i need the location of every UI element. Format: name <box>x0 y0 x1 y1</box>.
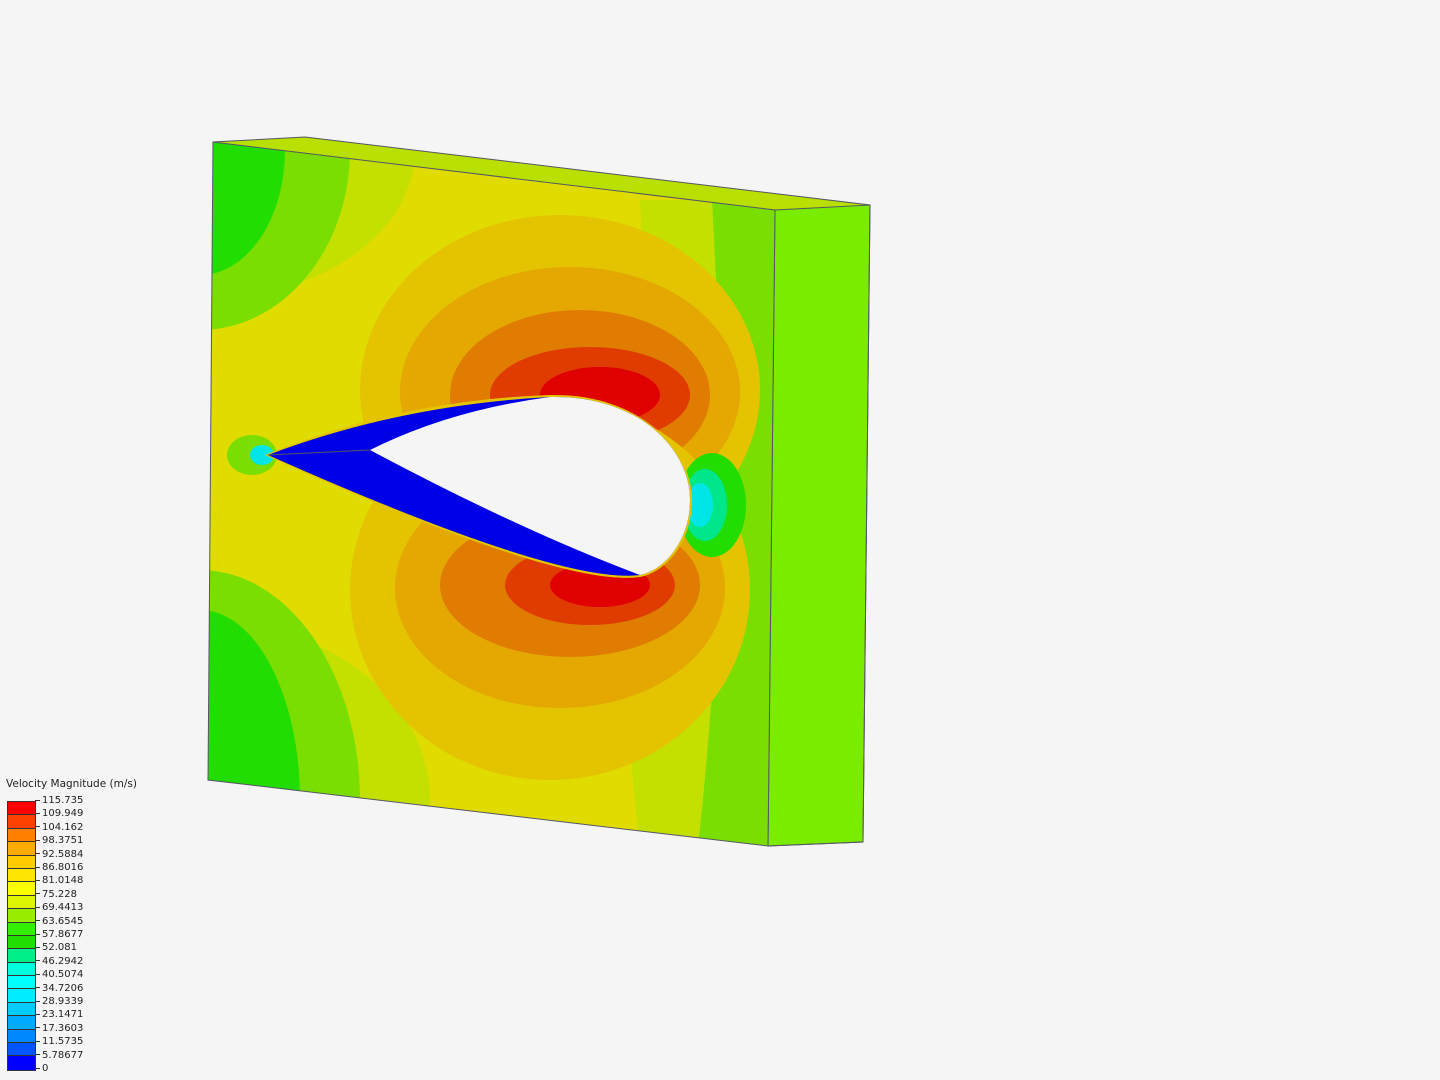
legend-tick-label: 81.0148 <box>35 875 83 887</box>
legend-tick-label: 86.8016 <box>35 862 83 874</box>
legend-band <box>8 855 35 869</box>
legend-tick-label: 98.3751 <box>35 835 83 847</box>
legend-band <box>8 949 35 963</box>
legend-tick-label: 23.1471 <box>35 1009 83 1021</box>
legend-band <box>8 1016 35 1030</box>
legend-tick-label: 63.6545 <box>35 916 83 928</box>
legend-tick-label: 40.5074 <box>35 969 83 981</box>
legend-tick-label: 46.2942 <box>35 956 83 968</box>
domain-side-face <box>767 204 871 847</box>
airfoil-hole <box>370 396 690 575</box>
legend-band <box>8 1043 35 1057</box>
legend-band <box>8 882 35 896</box>
velocity-contour-plot <box>208 142 775 846</box>
legend-band <box>8 868 35 883</box>
legend-band <box>8 976 35 990</box>
domain-top-face <box>213 137 870 210</box>
legend-band <box>8 802 35 816</box>
legend-tick-label: 57.8677 <box>35 929 83 941</box>
legend-band <box>8 842 35 856</box>
legend-band <box>8 828 35 843</box>
legend-band <box>8 1002 35 1017</box>
legend-band <box>8 909 35 923</box>
legend-band <box>8 1029 35 1044</box>
legend-tick-label: 34.7206 <box>35 983 83 995</box>
legend-tick-label: 104.162 <box>35 822 83 834</box>
legend-title: Velocity Magnitude (m/s) <box>6 778 137 790</box>
legend-tick-label: 109.949 <box>35 808 83 820</box>
legend-tick-label: 28.9339 <box>35 996 83 1008</box>
legend-tick-label: 17.3603 <box>35 1023 83 1035</box>
legend-band <box>8 962 35 977</box>
legend-band <box>8 989 35 1003</box>
color-legend: Velocity Magnitude (m/s) 115.735 109.949 1… <box>6 778 137 1074</box>
legend-tick-label: 115.735 <box>35 795 83 807</box>
legend-band <box>8 935 35 950</box>
legend-band <box>8 1056 35 1070</box>
legend-tick-label: 11.5735 <box>35 1036 83 1048</box>
legend-tick-label: 5.78677 <box>35 1050 83 1062</box>
legend-tick-label: 52.081 <box>35 942 77 954</box>
legend-tick-label: 92.5884 <box>35 849 83 861</box>
legend-color-bar <box>7 801 36 1071</box>
legend-tick-label: 0 <box>35 1063 48 1075</box>
legend-tick-label: 69.4413 <box>35 902 83 914</box>
legend-tick-label: 75.228 <box>35 889 77 901</box>
legend-band <box>8 895 35 910</box>
legend-band <box>8 922 35 936</box>
legend-band <box>8 815 35 829</box>
